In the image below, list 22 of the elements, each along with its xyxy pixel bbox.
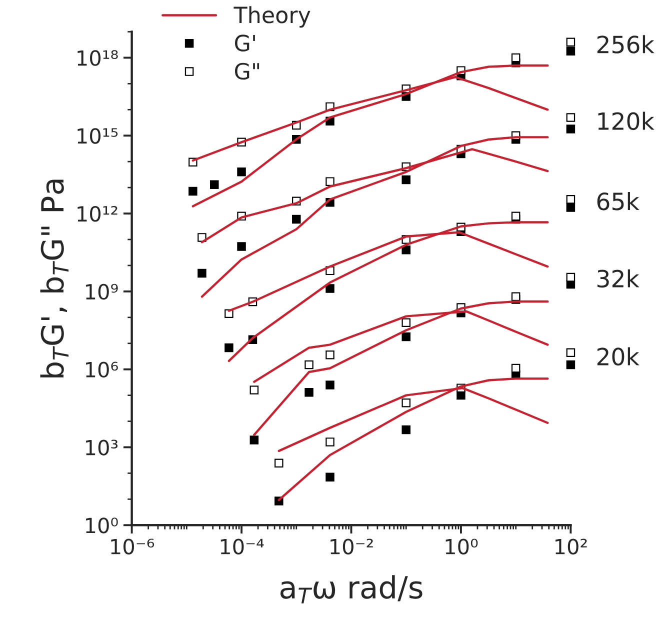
- legend-label: G": [234, 62, 260, 80]
- x-tick-label: 10⁻²: [330, 538, 373, 554]
- y-tick-label: 10⁶: [86, 362, 118, 378]
- x-tick-label: 10⁻⁴: [220, 538, 264, 554]
- y-tick-label: 10¹⁵: [78, 128, 118, 144]
- y-tick-label: 10³: [86, 440, 118, 456]
- x-tick-label: 10⁻⁶: [111, 538, 154, 554]
- text: 20k: [597, 347, 640, 366]
- y-tick-label: 10¹⁸: [78, 50, 118, 66]
- y-axis-title: b$_{T}$G', b$_{T}$G" Pa: [40, 180, 68, 378]
- x-tick-label: 10⁰: [446, 538, 478, 554]
- legend-label: Theory: [234, 6, 310, 28]
- x-tick-label: 10²: [556, 538, 587, 554]
- text: 256k: [597, 35, 654, 54]
- x-axis-title: a$_{T}$ω rad/s: [280, 575, 422, 604]
- y-tick-label: 10¹²: [78, 206, 118, 222]
- y-tick-label: 10⁹: [86, 284, 118, 300]
- y-tick-label: 10⁰: [86, 518, 118, 534]
- legend-label: G': [234, 34, 255, 52]
- text: 32k: [597, 269, 640, 288]
- text: 65k: [597, 192, 640, 210]
- text: 120k: [598, 112, 654, 130]
